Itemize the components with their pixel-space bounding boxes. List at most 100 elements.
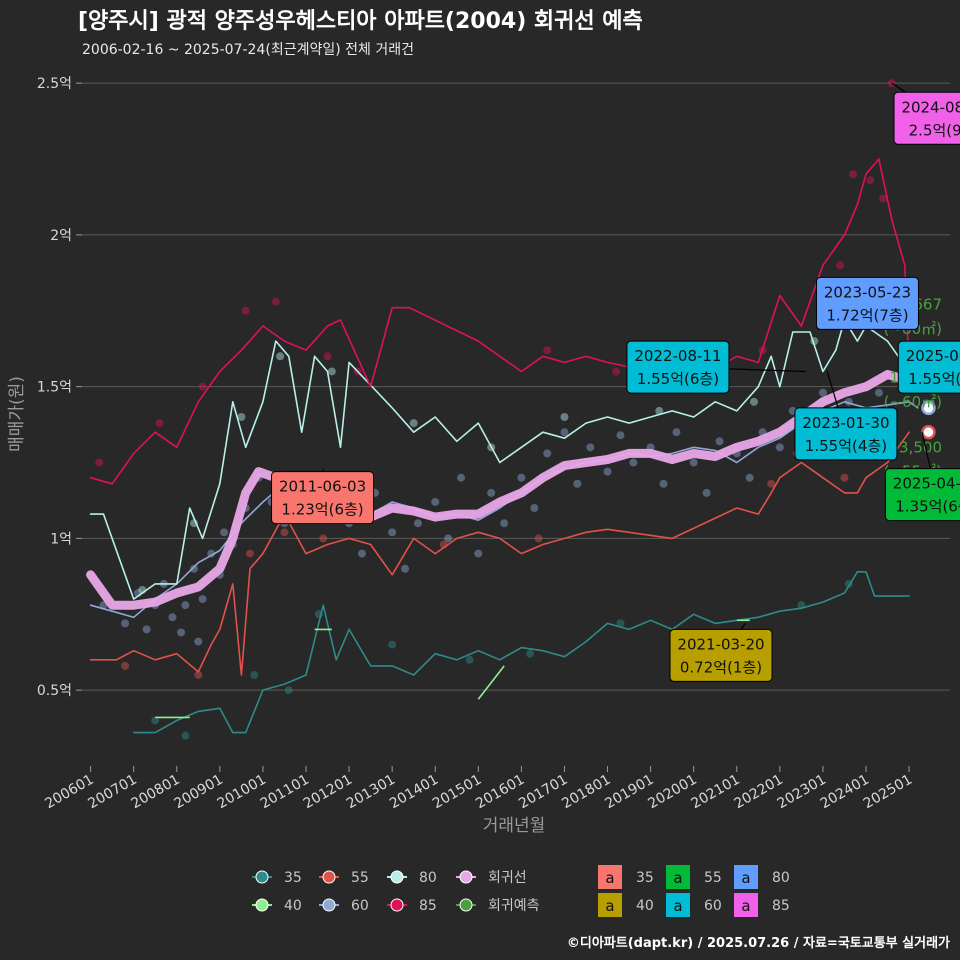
scatter-point-60 <box>474 549 483 558</box>
scatter-point-60 <box>177 628 186 637</box>
scatter-point-60 <box>689 458 698 467</box>
scatter-point-85 <box>241 306 250 315</box>
legend-label: 35 <box>284 870 302 886</box>
callout-price: 1.35억(6층) <box>895 498 960 516</box>
callout-box <box>626 340 730 394</box>
x-tick-label: 202501 <box>861 772 915 813</box>
callout-price: 2.5억(9층) <box>909 121 960 139</box>
scatter-point-35 <box>181 731 190 740</box>
x-tick-label: 202401 <box>818 772 872 813</box>
scatter-point-35 <box>151 716 160 725</box>
chart-header: [양주시] 광적 양주성우헤스티아 아파트(2004) 회귀선 예측 2006-… <box>78 9 643 58</box>
scatter-point-80 <box>276 352 285 361</box>
x-tick-label: 201201 <box>301 772 355 813</box>
callout-date: 2023-01-30 <box>802 414 889 432</box>
scatter-point-55 <box>121 661 130 670</box>
scatter-point-60 <box>444 534 453 543</box>
y-tick-label: 1.5억 <box>37 380 72 396</box>
scatter-point-60 <box>775 443 784 452</box>
legend-marker <box>322 870 336 884</box>
scatter-point-85 <box>271 297 280 306</box>
series-line-40 <box>477 665 505 700</box>
legend-label: 회귀예측 <box>488 898 540 914</box>
callout-price: 1.55억(4층) <box>805 437 887 455</box>
callout-box <box>271 471 375 525</box>
x-tick-label: 200701 <box>85 772 139 813</box>
scatter-point-85 <box>543 346 552 355</box>
x-tick-label: 200601 <box>42 772 96 813</box>
legend-marker <box>390 870 404 884</box>
scatter-point-85 <box>155 419 164 428</box>
legend-label: 80 <box>419 870 437 886</box>
scatter-point-55 <box>194 670 203 679</box>
scatter-point-60 <box>517 473 526 482</box>
legend-box-swatch <box>734 865 758 889</box>
x-tick-label: 201601 <box>473 772 527 813</box>
regression-line <box>86 370 927 610</box>
scatter-point-60 <box>121 619 130 628</box>
legend-marker <box>255 870 269 884</box>
legend-box-swatch <box>598 893 622 917</box>
y-tick-label: 1억 <box>50 531 72 547</box>
callout-date: 2025-02-18 <box>906 347 960 365</box>
x-tick-label: 201401 <box>387 772 441 813</box>
legend-box-swatch <box>666 865 690 889</box>
callout-box <box>669 628 773 682</box>
scatter-point-55 <box>246 549 254 558</box>
legend-label: 40 <box>284 898 302 914</box>
legend-marker <box>459 870 473 884</box>
scatter-point-60 <box>543 449 552 458</box>
x-tick-label: 201001 <box>215 772 269 813</box>
series-line-60 <box>89 400 919 619</box>
scatter-point-60 <box>181 601 190 610</box>
legend-box-label: 35 <box>636 870 654 886</box>
scatter-point-80 <box>409 419 418 428</box>
scatter-point-35 <box>284 686 293 695</box>
scatter-point-80 <box>327 367 336 376</box>
scatter-point-60 <box>715 437 724 446</box>
callout-date: 2025-04-04 <box>893 475 960 493</box>
callout-date: 2024-08-27 <box>901 98 960 116</box>
scatter-point-60 <box>358 549 366 558</box>
scatter-point-35 <box>250 670 259 679</box>
forecast-label: 13,500 <box>890 438 943 456</box>
legend-box-swatch <box>598 865 622 889</box>
scatter-point-85 <box>198 382 207 391</box>
legend-box-swatch <box>734 893 758 917</box>
forecast-label: (~60㎡) <box>884 393 942 411</box>
scatter-point-60 <box>560 428 569 437</box>
scatter-point-60 <box>388 528 397 537</box>
legend-label: 85 <box>419 898 437 914</box>
callout-date: 2023-05-23 <box>824 283 911 301</box>
callout-price: 1.55억(6층) <box>637 370 719 388</box>
chart-title: [양주시] 광적 양주성우헤스티아 아파트(2004) 회귀선 예측 <box>78 9 643 34</box>
scatter-point-60 <box>659 479 668 488</box>
callout-date: 2022-08-11 <box>634 347 721 365</box>
scatter-point-60 <box>500 519 509 528</box>
scatter-point-60 <box>487 488 496 497</box>
legend-box-glyph: a <box>741 897 750 915</box>
scatter-point-60 <box>431 497 440 506</box>
x-tick-label: 201801 <box>559 772 613 813</box>
x-tick-label: 201901 <box>602 772 656 813</box>
scatter-point-60 <box>198 595 207 604</box>
callout-box <box>893 91 960 145</box>
scatter-point-80 <box>655 406 664 415</box>
x-tick-label: 202001 <box>645 772 699 813</box>
legend-marker <box>322 898 336 912</box>
legend-box-label: 40 <box>636 898 654 914</box>
series-line-80 <box>89 319 910 600</box>
legend-marker <box>390 898 404 912</box>
scatter-point-85 <box>612 367 621 376</box>
scatter-point-35 <box>526 649 534 658</box>
scatter-point-60 <box>616 431 625 440</box>
scatter-point-80 <box>237 413 246 421</box>
scatter-point-35 <box>465 655 474 664</box>
callout-date: 2011-06-03 <box>279 478 366 496</box>
scatter-point-60 <box>745 473 754 482</box>
series-line-35 <box>132 570 910 734</box>
scatter-point-60 <box>586 443 595 452</box>
scatter-point-60 <box>573 479 582 488</box>
credit: ©디아파트(dapt.kr) / 2025.07.26 / 자료=국토교통부 실… <box>567 935 950 951</box>
